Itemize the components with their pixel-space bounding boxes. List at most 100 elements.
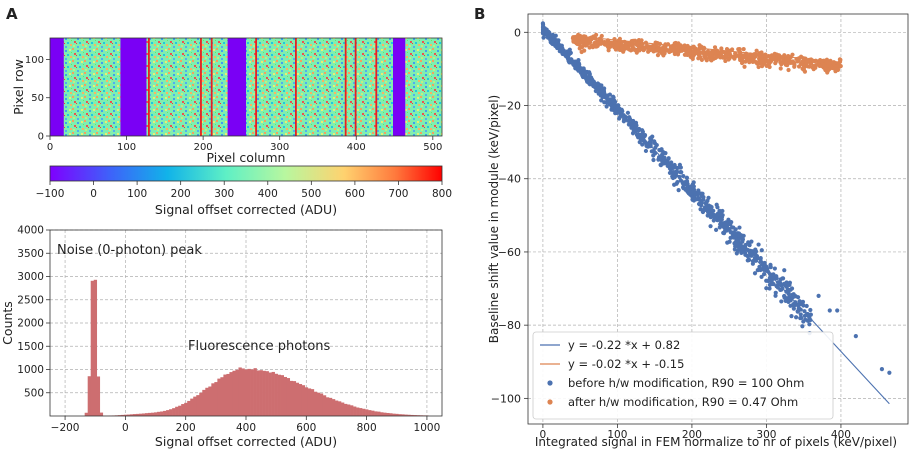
- scatter-point-before: [746, 240, 751, 245]
- scatter-point-after: [741, 47, 746, 52]
- scatter-point-before: [714, 227, 719, 232]
- histogram-bar: [365, 409, 369, 416]
- histogram-bar: [117, 415, 122, 416]
- histogram-bar: [148, 412, 152, 416]
- scatter-point-before: [676, 187, 681, 193]
- scatter-point-before: [756, 242, 761, 247]
- scatter-point-after: [838, 57, 843, 63]
- histogram-bar: [289, 380, 294, 416]
- heatmap-xtick-label: 500: [423, 142, 442, 153]
- scatter-xtick-label: 300: [756, 429, 776, 441]
- scatter-point-before: [576, 57, 581, 63]
- scatter-point-before: [734, 251, 739, 256]
- heatmap-dead-column: [120, 38, 147, 136]
- scatter-point-after: [605, 43, 610, 49]
- scatter-point-after: [705, 49, 711, 54]
- histogram-bar: [353, 406, 357, 416]
- scatter-point-before: [678, 170, 683, 175]
- scatter-point-before: [795, 309, 800, 314]
- scatter-ytick-label: −80: [498, 319, 521, 332]
- scatter-point-after: [646, 46, 651, 51]
- histogram-bar: [184, 402, 188, 416]
- histogram-plot: −200 0 200 400 600 800 1000 500 1000 1500 2000 250…: [0, 225, 443, 449]
- histogram-bar: [404, 414, 408, 416]
- histogram-bar: [178, 405, 182, 416]
- legend-entry-fit-after: y = -0.02 *x + -0.15: [568, 357, 684, 371]
- scatter-point-after: [807, 64, 812, 69]
- scatter-point-before: [711, 214, 716, 219]
- scatter-point-after: [754, 48, 759, 53]
- heatmap-hot-column: [200, 38, 202, 136]
- scatter-point-after: [619, 43, 624, 48]
- scatter-point-before: [887, 370, 892, 375]
- scatter-point-after: [587, 45, 592, 50]
- scatter-point-before: [789, 314, 794, 319]
- histogram-ytick-label: 1000: [17, 364, 44, 376]
- scatter-point-after: [813, 63, 819, 68]
- histogram-bar: [310, 389, 315, 416]
- scatter-point-before: [780, 276, 785, 281]
- scatter-point-after: [832, 66, 837, 71]
- histogram-bar: [380, 412, 384, 416]
- scatter-point-before: [674, 181, 679, 186]
- scatter-point-before: [764, 286, 769, 291]
- histogram-bar: [262, 370, 266, 416]
- scatter-point-before: [737, 225, 742, 230]
- scatter-point-after: [772, 51, 777, 56]
- scatter-point-after: [820, 62, 825, 67]
- histogram-bar: [271, 371, 275, 416]
- histogram-bar: [244, 369, 248, 416]
- histogram-bar: [368, 410, 372, 416]
- heatmap-xtick-label: 0: [47, 142, 53, 153]
- scatter-point-before: [879, 366, 885, 372]
- scatter-point-after: [614, 42, 619, 48]
- histogram-bar: [241, 368, 245, 416]
- heatmap-ytick-label: 50: [31, 93, 44, 104]
- histogram-bar: [274, 373, 278, 416]
- histogram-ytick-label: 1500: [17, 341, 44, 353]
- scatter-point-before: [704, 200, 709, 205]
- heatmap-hot-column: [344, 38, 347, 136]
- scatter-point-before: [741, 233, 746, 238]
- scatter-point-after: [801, 67, 806, 72]
- scatter-point-after: [719, 46, 724, 51]
- scatter-point-before: [605, 100, 610, 105]
- heatmap-hot-column: [148, 38, 150, 136]
- heatmap-hot-column: [295, 38, 297, 136]
- histogram-bar: [90, 280, 95, 416]
- histogram-bar: [356, 407, 360, 416]
- scatter-xtick-label: 0: [540, 429, 547, 441]
- histogram-bar: [407, 414, 411, 416]
- scatter-point-before: [587, 72, 592, 77]
- histogram-bar: [172, 408, 176, 416]
- scatter-point-after: [593, 44, 599, 49]
- histogram-bar: [196, 395, 200, 416]
- histogram-bar: [350, 405, 354, 416]
- scatter-point-before: [762, 260, 767, 266]
- scatter-point-after: [625, 46, 631, 51]
- colorbar-tick-label: 800: [432, 188, 452, 200]
- scatter-point-before: [637, 140, 642, 145]
- scatter-point-before: [773, 290, 778, 295]
- histogram-xtick-label: 0: [122, 422, 129, 434]
- scatter-point-after: [764, 63, 769, 68]
- scatter-point-before: [546, 29, 551, 34]
- scatter-point-before: [743, 242, 748, 248]
- scatter-point-before: [649, 149, 654, 154]
- scatter-point-after: [696, 56, 701, 61]
- scatter-point-before: [717, 208, 722, 213]
- scatter-point-after: [835, 67, 841, 73]
- scatter-point-before: [827, 308, 832, 313]
- scatter-point-after: [702, 54, 708, 59]
- heatmap-frame: [49, 37, 443, 137]
- scatter-point-before: [599, 98, 604, 103]
- histogram-bar: [187, 400, 191, 416]
- scatter-point-before: [733, 231, 738, 236]
- heatmap-ytick-label: 100: [25, 55, 44, 66]
- legend-marker-after: [547, 399, 553, 405]
- histogram-bar: [138, 413, 143, 416]
- histogram-bar: [298, 384, 303, 416]
- scatter-point-after: [574, 41, 579, 46]
- scatter-point-before: [681, 186, 686, 191]
- histogram-bar: [169, 409, 173, 416]
